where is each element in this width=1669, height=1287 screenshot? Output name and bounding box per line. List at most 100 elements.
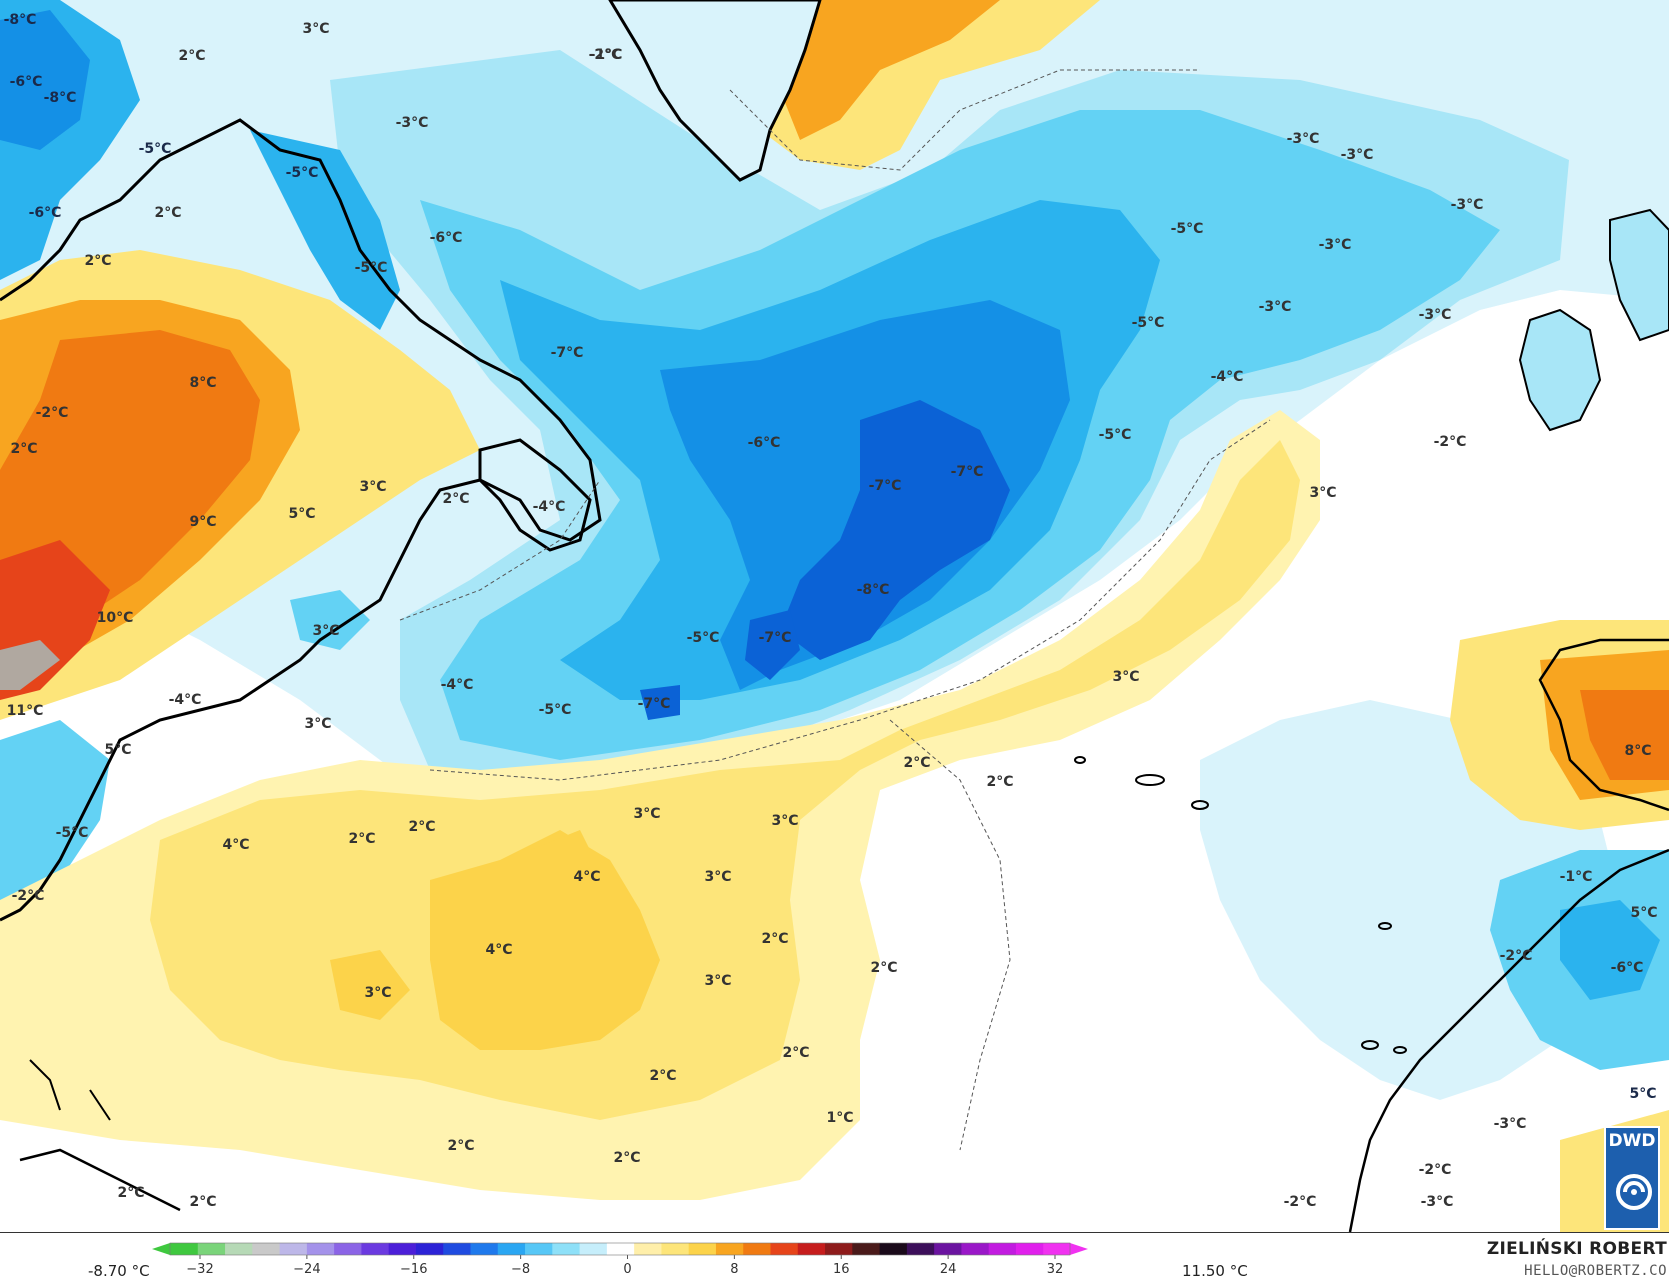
temperature-label: -6°C — [29, 205, 62, 221]
colorbar-tick-label: 16 — [833, 1262, 850, 1277]
temperature-label: -3°C — [1421, 1194, 1454, 1210]
greenland-land — [608, 0, 822, 182]
colorbar-swatch — [797, 1243, 826, 1255]
colorbar-tick-label: −32 — [186, 1262, 213, 1277]
temperature-label: 11°C — [7, 703, 44, 719]
cold-anomaly-core — [780, 400, 1010, 660]
dwd-swirl-icon — [1616, 1174, 1653, 1210]
colorbar-swatch — [279, 1243, 307, 1255]
africa-cold-deep — [1560, 900, 1660, 1000]
temperature-label: 3°C — [1112, 669, 1139, 685]
temperature-label: -1°C — [590, 47, 623, 63]
temperature-label: 2°C — [782, 1045, 809, 1061]
bahamas — [29, 1059, 111, 1121]
temperature-label: -3°C — [1259, 299, 1292, 315]
canary-island — [1393, 1046, 1407, 1054]
temperature-label: 2°C — [84, 253, 111, 269]
madeira-island — [1378, 922, 1392, 930]
temperature-label: 3°C — [771, 813, 798, 829]
colorbar-swatch — [224, 1243, 253, 1255]
temperature-label: 3°C — [302, 21, 329, 37]
temperature-label: -2°C — [1284, 1194, 1317, 1210]
colorbar-swatch — [715, 1243, 744, 1255]
colorbar-swatch — [851, 1243, 880, 1255]
temperature-label: -3°C — [1341, 147, 1374, 163]
na-warm-grey — [0, 640, 60, 690]
temperature-label: 8°C — [189, 375, 216, 391]
temperature-label: 3°C — [359, 479, 386, 495]
cold-anomaly-core-small — [640, 685, 680, 720]
colorbar-outline — [169, 1242, 1071, 1256]
contour-line — [729, 69, 1200, 171]
contour-line — [399, 419, 1271, 781]
colorbar-swatch — [1042, 1243, 1071, 1255]
temperature-label: -2°C — [1434, 434, 1467, 450]
temperature-label: 4°C — [222, 837, 249, 853]
temperature-label: 4°C — [573, 869, 600, 885]
colorbar-swatch — [524, 1243, 553, 1255]
temperature-label: 2°C — [649, 1068, 676, 1084]
canada-coast-cold — [250, 130, 400, 330]
colorbar-swatch — [388, 1243, 416, 1255]
colorbar-swatch — [933, 1243, 962, 1255]
temperature-label: -4°C — [533, 499, 566, 515]
temperature-label: -4°C — [441, 677, 474, 693]
temperature-label: -7°C — [951, 464, 984, 480]
colorbar-tick-label: −16 — [400, 1262, 427, 1277]
warm-band-gold — [430, 830, 660, 1050]
colorbar-swatch — [824, 1243, 853, 1255]
temperature-label: -5°C — [1132, 315, 1165, 331]
temperature-label: -3°C — [1419, 307, 1452, 323]
british-isles — [1518, 308, 1602, 432]
colorbar-swatch — [170, 1243, 198, 1255]
temperature-label: -5°C — [1171, 221, 1204, 237]
colorbar-swatch — [906, 1243, 935, 1255]
warm-band-gold-small — [330, 950, 410, 1020]
colorbar-swatch — [251, 1243, 280, 1255]
temperature-label: 3°C — [704, 973, 731, 989]
temperature-label: 5°C — [1629, 1086, 1656, 1102]
temperature-label: -5°C — [1099, 427, 1132, 443]
temperature-label: -5°C — [56, 825, 89, 841]
author-email: HELLO@ROBERTZ.CO — [1524, 1263, 1667, 1279]
colorbar-tick-label: −24 — [293, 1262, 320, 1277]
dwd-logo: DWD — [1604, 1126, 1660, 1230]
colorbar-swatch — [551, 1243, 580, 1255]
africa-coastline — [1348, 848, 1669, 1232]
temperature-label: 2°C — [348, 831, 375, 847]
temperature-label: -1°C — [1560, 869, 1593, 885]
colorbar-swatch — [688, 1243, 716, 1255]
temperature-label: 2°C — [903, 755, 930, 771]
colorbar-swatch — [197, 1243, 226, 1255]
temperature-label: 2°C — [442, 491, 469, 507]
colorbar-swatch — [960, 1243, 989, 1255]
temperature-label: -7°C — [551, 345, 584, 361]
temperature-label: -2°C — [12, 888, 45, 904]
temperature-label: -3°C — [1494, 1116, 1527, 1132]
temperature-label: 3°C — [304, 716, 331, 732]
temperature-label: 2°C — [154, 205, 181, 221]
temperature-label: 2°C — [408, 819, 435, 835]
iberia-coastline — [1538, 638, 1669, 812]
colorbar-swatch — [988, 1243, 1016, 1255]
temperature-label: -7°C — [638, 696, 671, 712]
colorbar-min-label: -8.70 °C — [88, 1262, 150, 1280]
dwd-logo-text: DWD — [1608, 1131, 1656, 1151]
temperature-anomaly-map[interactable]: -8°C -6°C -8°C 3°C 2°C -5°C -3°C -5°C -6°C 2°C 2°C… — [0, 0, 1669, 1233]
temperature-label: 5°C — [104, 742, 131, 758]
uk-east — [1609, 208, 1669, 342]
colorbar-swatch — [442, 1243, 471, 1255]
colorbar-swatch — [333, 1243, 362, 1255]
temperature-label: 3°C — [364, 985, 391, 1001]
azores-island — [1074, 756, 1086, 764]
temperature-label: -2°C — [589, 47, 622, 63]
temperature-label: 5°C — [1630, 905, 1657, 921]
temperature-label: -2°C — [1419, 1162, 1452, 1178]
colorbar-swatch — [660, 1243, 689, 1255]
temperature-label: -3°C — [1319, 237, 1352, 253]
temperature-label: 8°C — [1624, 743, 1651, 759]
colorbar-max-label: 11.50 °C — [1182, 1262, 1248, 1280]
colorbar-swatch — [606, 1243, 635, 1255]
contour-line — [889, 719, 1011, 1151]
newfoundland-coast — [478, 438, 592, 552]
